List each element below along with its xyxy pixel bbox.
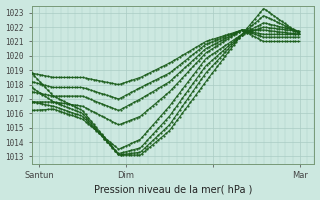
X-axis label: Pression niveau de la mer( hPa ): Pression niveau de la mer( hPa ) <box>94 184 252 194</box>
